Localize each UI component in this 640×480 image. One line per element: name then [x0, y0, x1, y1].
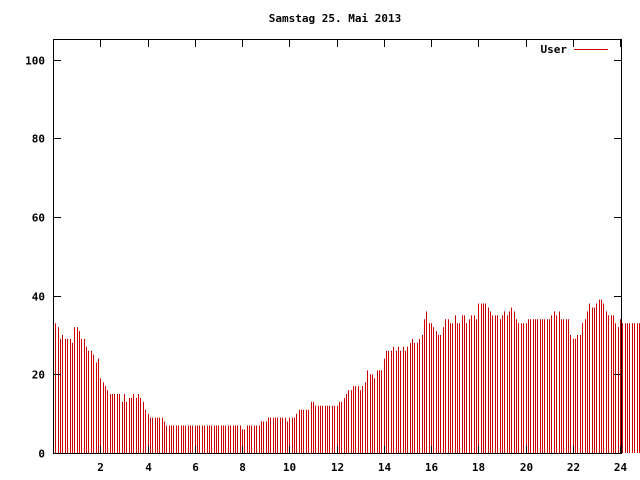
- x-tick-label: 4: [145, 461, 152, 474]
- legend-label: User: [541, 43, 568, 56]
- y-tick-label: 0: [38, 448, 45, 461]
- x-tick-label: 18: [472, 461, 485, 474]
- x-tick-label: 2: [97, 461, 104, 474]
- x-tick-label: 22: [567, 461, 580, 474]
- y-tick-label: 60: [32, 212, 45, 225]
- chart-title: Samstag 25. Mai 2013: [269, 12, 401, 25]
- y-tick-label: 80: [32, 133, 45, 146]
- y-axis: 0 20 40 60 80 100: [25, 55, 621, 461]
- x-tick-label: 16: [425, 461, 439, 474]
- legend: User: [541, 43, 608, 56]
- x-tick-label: 10: [283, 461, 296, 474]
- x-tick-label: 14: [378, 461, 392, 474]
- bars: [55, 299, 640, 453]
- x-tick-label: 20: [520, 461, 533, 474]
- x-tick-label: 12: [331, 461, 344, 474]
- x-tick-label: 8: [239, 461, 246, 474]
- x-tick-label: 24: [614, 461, 628, 474]
- y-tick-label: 100: [25, 55, 45, 68]
- plot-area: [53, 39, 622, 454]
- y-tick-label: 40: [32, 291, 45, 304]
- x-tick-label: 6: [192, 461, 199, 474]
- x-axis: 2 4 6 8 10 12 14 16 18 20 22 24: [97, 40, 627, 474]
- y-tick-label: 20: [32, 369, 45, 382]
